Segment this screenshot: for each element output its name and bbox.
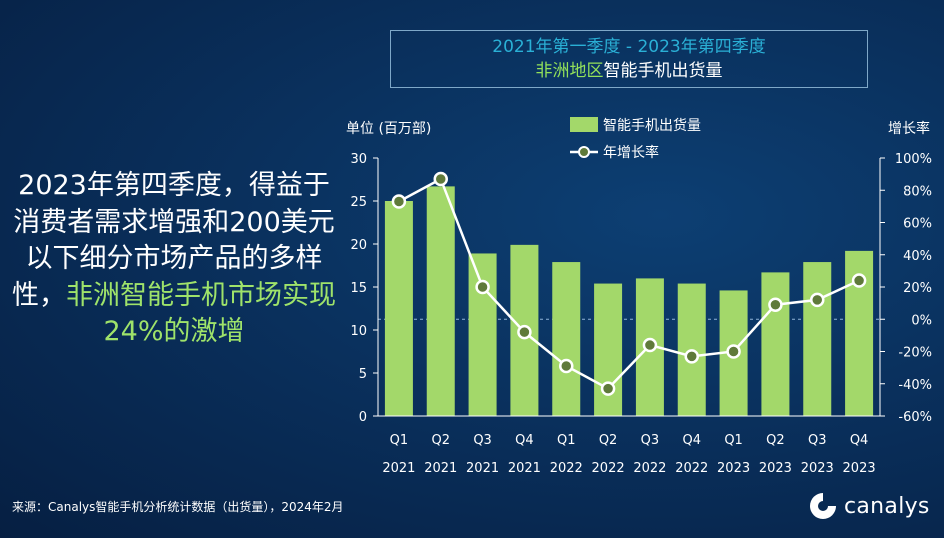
x-year-label: 2021 [508,461,541,476]
growth-line [398,177,860,391]
left-tick-label: 25 [350,195,367,210]
legend-line-marker [578,146,590,158]
callout-highlight: 非洲智能手机市场实现24%的激增 [66,279,336,348]
x-year-label: 2023 [717,461,750,476]
growth-point [851,273,867,288]
growth-point [600,381,616,396]
x-year-label: 2021 [424,461,457,476]
callout-part1: 2023年第四季度，得益于消费者需求增强和200美元以下细分市场产品的多样性， [12,170,335,311]
right-tick-label: 0% [911,313,932,328]
x-quarter-label: Q3 [473,433,492,448]
growth-point [768,297,783,312]
x-year-label: 2022 [633,461,666,476]
x-quarter-label: Q4 [850,433,869,448]
canalys-logo-text: canalys [844,493,930,519]
legend-bar-swatch [570,117,598,132]
shipment-bar [426,186,455,416]
left-tick-label: 10 [350,324,367,339]
right-tick-label: -40% [898,378,932,393]
legend-bar-label: 智能手机出货量 [603,117,701,134]
growth-point [810,292,825,308]
left-tick-label: 0 [359,410,367,425]
growth-point [684,349,699,364]
x-quarter-label: Q1 [724,433,743,448]
x-year-label: 2023 [801,461,834,476]
left-tick-label: 5 [359,367,367,382]
growth-point [559,358,574,374]
chart-title-metric: 智能手机出货量 [603,61,723,81]
left-tick-label: 15 [350,281,367,296]
x-year-label: 2021 [466,461,499,476]
shipment-bar [552,262,581,416]
growth-point [475,279,490,295]
chart-title-period: 2021年第一季度 - 2023年第四季度 [492,37,766,57]
x-year-label: 2023 [759,461,792,476]
x-year-label: 2022 [675,461,708,476]
growth-point [433,171,448,187]
x-quarter-label: Q1 [557,433,576,448]
x-quarter-label: Q4 [682,433,701,448]
shipment-bar [384,201,413,416]
right-tick-label: 40% [903,249,932,264]
x-quarter-label: Q3 [808,433,827,448]
canalys-logo: canalys [808,488,930,524]
legend-line-label: 年增长率 [603,144,659,161]
right-tick-label: -60% [898,410,932,425]
chart-title-region: 非洲地区 [535,61,604,81]
x-year-label: 2022 [550,461,583,476]
x-quarter-label: Q1 [390,433,409,448]
chart-title-subject: 非洲地区智能手机出货量 [391,59,867,83]
shipment-bar [761,272,790,416]
right-tick-label: 100% [895,152,932,167]
callout-text: 2023年第四季度，得益于消费者需求增强和200美元以下细分市场产品的多样性，非… [10,168,338,351]
x-year-label: 2023 [843,461,876,476]
shipment-bar [594,283,623,416]
right-tick-label: 80% [903,184,932,199]
growth-point [517,324,532,340]
right-tick-label: 20% [903,281,932,296]
left-tick-label: 30 [350,152,367,167]
x-quarter-label: Q2 [599,433,618,448]
x-year-label: 2022 [592,461,625,476]
growth-point [391,194,407,209]
x-quarter-label: Q3 [641,433,660,448]
right-tick-label: 60% [903,217,932,232]
shipment-bar [468,253,497,416]
left-axis-title: 单位 (百万部) [346,121,431,137]
x-quarter-label: Q2 [766,433,785,448]
x-quarter-label: Q4 [515,433,534,448]
right-tick-label: -20% [898,346,932,361]
source-note: 来源：Canalys智能手机分析统计数据（出货量），2024年2月 [12,500,344,514]
growth-point [642,337,658,353]
canalys-logo-icon [810,493,836,519]
chart-title-box: 2021年第一季度 - 2023年第四季度 非洲地区智能手机出货量 [390,30,868,88]
shipment-bar [803,262,832,416]
x-quarter-label: Q2 [431,433,450,448]
left-tick-label: 20 [350,238,367,253]
right-axis-title: 增长率 [888,120,930,137]
x-year-label: 2021 [382,461,415,476]
growth-point [726,344,741,359]
